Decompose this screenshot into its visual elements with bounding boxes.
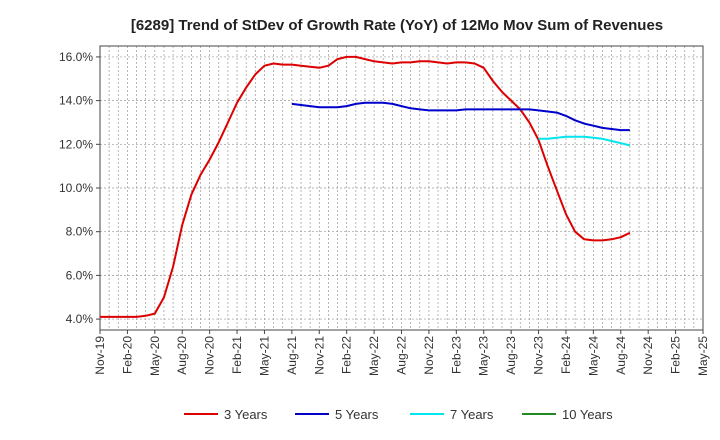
x-tick-label: Feb-24	[559, 336, 573, 374]
series-line-3-years	[100, 55, 631, 318]
legend-label: 7 Years	[450, 407, 494, 422]
x-tick-label: Nov-21	[312, 336, 326, 375]
x-tick-label: Nov-22	[422, 336, 436, 375]
x-tick-label: Aug-24	[614, 336, 628, 375]
x-tick-label: Nov-24	[641, 336, 655, 375]
legend-label: 3 Years	[224, 407, 268, 422]
x-tick-label: Aug-20	[175, 336, 189, 375]
x-tick-label: Nov-20	[203, 336, 217, 375]
x-tick-label: Feb-22	[340, 336, 354, 374]
y-tick-label: 10.0%	[59, 181, 93, 195]
legend: 3 Years 5 Years 7 Years 10 Years	[184, 407, 613, 422]
y-axis: 4.0% 6.0% 8.0% 10.0% 12.0% 14.0% 16.0%	[59, 50, 100, 326]
x-tick-label: May-20	[148, 336, 162, 376]
x-tick-label: Feb-25	[669, 336, 683, 374]
series-lines	[100, 55, 631, 318]
series-line-7-years	[538, 135, 631, 147]
legend-label: 5 Years	[335, 407, 379, 422]
x-tick-label: Aug-23	[504, 336, 518, 375]
grid	[100, 46, 703, 330]
x-tick-label: May-24	[586, 336, 600, 376]
x-tick-label: Aug-21	[285, 336, 299, 375]
x-tick-label: Nov-19	[93, 336, 107, 375]
y-tick-label: 4.0%	[66, 312, 94, 326]
y-tick-label: 8.0%	[66, 225, 94, 239]
y-tick-label: 6.0%	[66, 268, 94, 282]
chart-title: [6289] Trend of StDev of Growth Rate (Yo…	[131, 17, 663, 34]
x-axis: Nov-19 Feb-20 May-20 Aug-20 Nov-20 Feb-21 May-…	[93, 330, 710, 376]
x-tick-label: Aug-22	[395, 336, 409, 375]
y-tick-label: 12.0%	[59, 137, 93, 151]
x-tick-label: Feb-20	[120, 336, 134, 374]
x-tick-label: May-22	[367, 336, 381, 376]
legend-label: 10 Years	[562, 407, 613, 422]
x-tick-label: May-21	[257, 336, 271, 376]
y-tick-label: 14.0%	[59, 94, 93, 108]
x-tick-label: Nov-23	[532, 336, 546, 375]
x-tick-label: May-25	[696, 336, 710, 376]
x-tick-label: Feb-21	[230, 336, 244, 374]
x-tick-label: May-23	[477, 336, 491, 376]
y-tick-label: 16.0%	[59, 50, 93, 64]
x-tick-label: Feb-23	[449, 336, 463, 374]
series-line-5-years	[291, 101, 630, 132]
